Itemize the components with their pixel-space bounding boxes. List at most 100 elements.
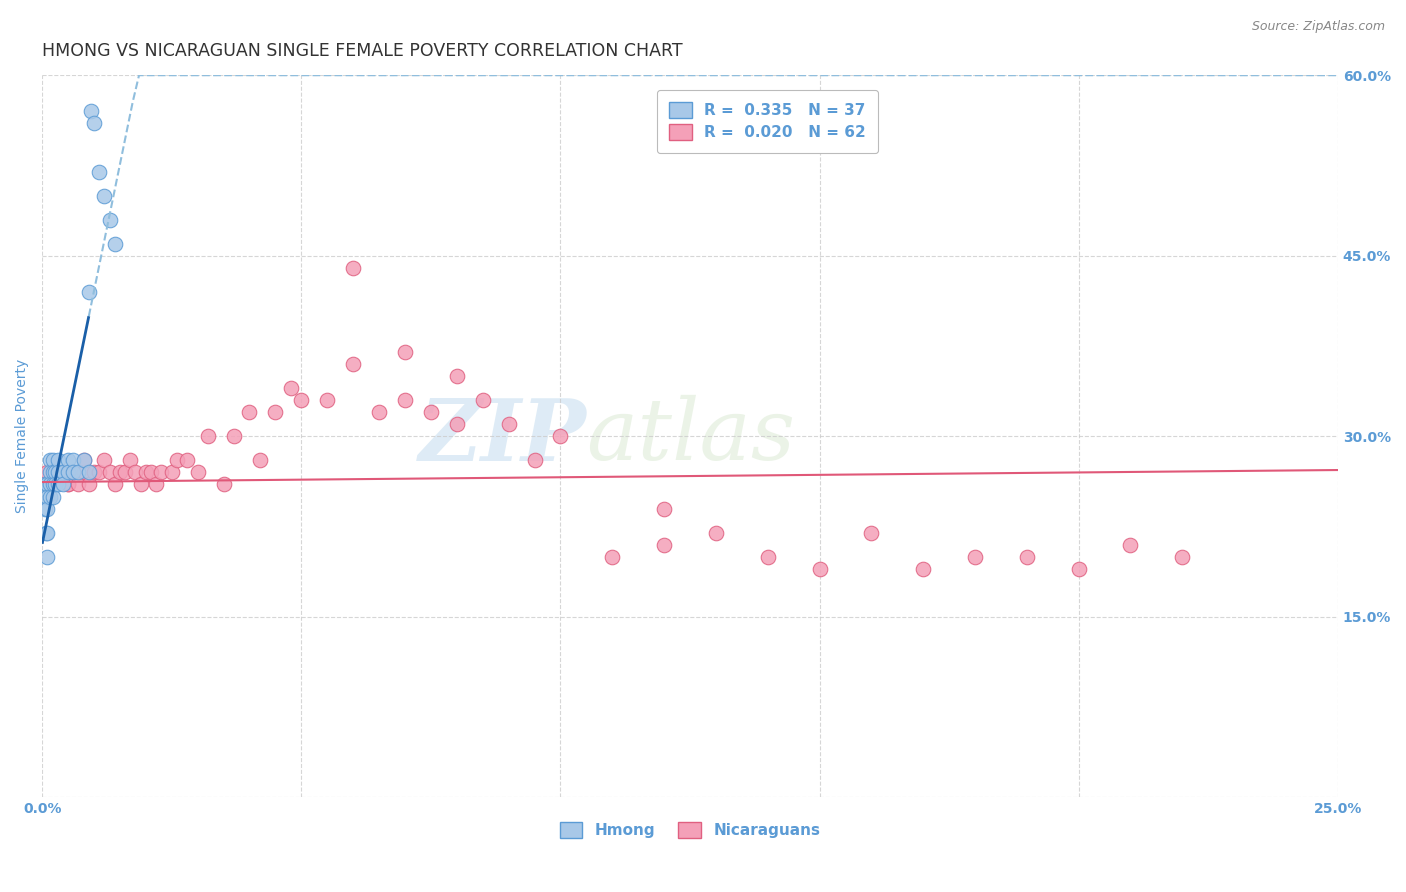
Point — [39, 466, 62, 480]
Point — [56, 453, 79, 467]
Point — [135, 466, 157, 480]
Point — [44, 466, 66, 480]
Point — [498, 417, 520, 432]
Point — [1171, 549, 1194, 564]
Point — [67, 477, 90, 491]
Point — [80, 104, 103, 119]
Point — [56, 466, 79, 480]
Point — [83, 466, 105, 480]
Point — [67, 466, 90, 480]
Point — [62, 453, 84, 467]
Point — [46, 466, 69, 480]
Point — [471, 393, 494, 408]
Point — [150, 466, 173, 480]
Point — [860, 525, 883, 540]
Point — [419, 405, 441, 419]
Point — [56, 477, 79, 491]
Point — [342, 260, 364, 275]
Point — [104, 236, 127, 251]
Legend: Hmong, Nicaraguans: Hmong, Nicaraguans — [554, 816, 827, 844]
Point — [89, 164, 111, 178]
Point — [704, 525, 727, 540]
Point — [652, 501, 675, 516]
Point — [37, 477, 59, 491]
Point — [1119, 538, 1142, 552]
Point — [145, 477, 167, 491]
Point — [120, 453, 142, 467]
Point — [176, 453, 198, 467]
Point — [46, 453, 69, 467]
Point — [93, 188, 115, 202]
Point — [187, 466, 209, 480]
Point — [124, 466, 146, 480]
Point — [52, 477, 75, 491]
Point — [37, 466, 59, 480]
Point — [1015, 549, 1038, 564]
Text: atlas: atlas — [586, 395, 796, 477]
Point — [197, 429, 219, 443]
Point — [39, 453, 62, 467]
Point — [89, 466, 111, 480]
Point — [37, 549, 59, 564]
Text: HMONG VS NICARAGUAN SINGLE FEMALE POVERTY CORRELATION CHART: HMONG VS NICARAGUAN SINGLE FEMALE POVERT… — [42, 42, 683, 60]
Point — [98, 212, 121, 227]
Point — [37, 525, 59, 540]
Point — [108, 466, 131, 480]
Point — [72, 466, 94, 480]
Point — [37, 490, 59, 504]
Point — [342, 357, 364, 371]
Y-axis label: Single Female Poverty: Single Female Poverty — [15, 359, 30, 514]
Point — [139, 466, 162, 480]
Point — [963, 549, 986, 564]
Point — [41, 477, 63, 491]
Point — [446, 417, 468, 432]
Point — [394, 345, 416, 359]
Point — [394, 393, 416, 408]
Point — [368, 405, 391, 419]
Point — [77, 466, 100, 480]
Point — [114, 466, 136, 480]
Point — [290, 393, 312, 408]
Point — [129, 477, 152, 491]
Point — [316, 393, 339, 408]
Point — [166, 453, 188, 467]
Point — [264, 405, 287, 419]
Point — [212, 477, 235, 491]
Text: Source: ZipAtlas.com: Source: ZipAtlas.com — [1251, 20, 1385, 33]
Point — [72, 453, 94, 467]
Point — [238, 405, 260, 419]
Point — [104, 477, 127, 491]
Point — [808, 562, 831, 576]
Point — [77, 477, 100, 491]
Point — [652, 538, 675, 552]
Point — [249, 453, 271, 467]
Point — [222, 429, 245, 443]
Point — [446, 369, 468, 384]
Point — [62, 466, 84, 480]
Point — [41, 466, 63, 480]
Point — [160, 466, 183, 480]
Point — [41, 453, 63, 467]
Point — [83, 116, 105, 130]
Point — [35, 525, 58, 540]
Point — [550, 429, 572, 443]
Point — [41, 490, 63, 504]
Point — [280, 381, 302, 395]
Point — [1067, 562, 1090, 576]
Point — [72, 453, 94, 467]
Point — [46, 466, 69, 480]
Point — [52, 466, 75, 480]
Point — [39, 490, 62, 504]
Point — [77, 285, 100, 299]
Point — [98, 466, 121, 480]
Point — [39, 477, 62, 491]
Point — [93, 453, 115, 467]
Point — [56, 477, 79, 491]
Point — [52, 466, 75, 480]
Point — [34, 501, 56, 516]
Point — [600, 549, 623, 564]
Point — [46, 477, 69, 491]
Text: ZIP: ZIP — [419, 394, 586, 478]
Point — [756, 549, 779, 564]
Point — [62, 466, 84, 480]
